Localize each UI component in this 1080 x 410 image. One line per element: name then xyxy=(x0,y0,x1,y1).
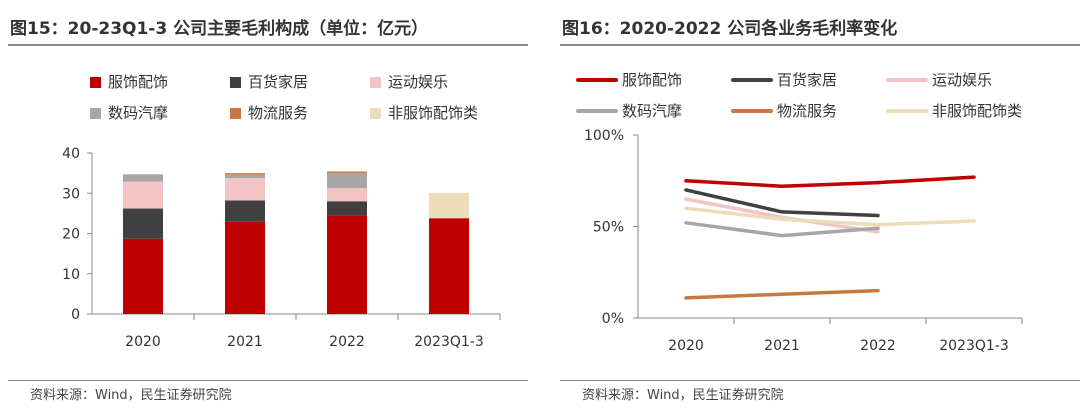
legend-swatch xyxy=(731,78,773,82)
bar-segment-series-4 xyxy=(327,171,367,174)
bar-segment-series-2 xyxy=(327,188,367,202)
legend-label: 百货家居 xyxy=(248,73,309,91)
legend-swatch xyxy=(576,109,618,113)
legend-label: 数码汽摩 xyxy=(108,104,169,122)
y-tick-label: 40 xyxy=(62,146,80,162)
legend-swatch xyxy=(731,109,773,113)
x-tick-label: 2020 xyxy=(668,338,704,354)
bar-segment-series-0 xyxy=(123,238,163,314)
y-tick-label: 0% xyxy=(602,311,624,327)
legend-label: 非服饰配饰类 xyxy=(932,102,1023,120)
legend-label: 物流服务 xyxy=(248,104,309,122)
title-divider xyxy=(8,44,528,46)
y-tick-label: 10 xyxy=(62,267,80,283)
legend-label: 非服饰配饰类 xyxy=(388,104,479,122)
line-series-4 xyxy=(684,288,880,300)
legend-label: 服饰配饰 xyxy=(108,73,169,91)
x-tick-label: 2020 xyxy=(125,334,161,350)
legend-swatch xyxy=(370,77,381,88)
legend-swatch xyxy=(230,77,241,88)
x-tick-label: 2021 xyxy=(764,338,800,354)
x-tick-label: 2021 xyxy=(227,334,263,350)
bar-segment-series-0 xyxy=(429,218,469,314)
bar-segment-series-1 xyxy=(123,208,163,239)
chart-title: 图15：20-23Q1-3 公司主要毛利构成（单位：亿元） xyxy=(10,19,429,39)
legend-swatch xyxy=(90,108,101,119)
x-tick-label: 2023Q1-3 xyxy=(414,334,484,350)
line-series-1 xyxy=(684,188,880,218)
legend-swatch xyxy=(886,78,928,82)
legend-label: 数码汽摩 xyxy=(622,102,683,120)
x-tick-label: 2022 xyxy=(860,338,896,354)
y-tick-label: 20 xyxy=(62,227,80,243)
bar-segment-series-1 xyxy=(327,201,367,216)
chart-legend: 服饰配饰 百货家居 运动娱乐数码汽摩 物流服务 非服饰配饰类 xyxy=(576,70,1066,130)
legend-swatch xyxy=(230,108,241,119)
bar-segment-series-4 xyxy=(225,173,265,175)
y-tick-label: 50% xyxy=(593,220,624,236)
bar-segment-series-3 xyxy=(225,174,265,178)
gross-profit-composition-panel: 图15：20-23Q1-3 公司主要毛利构成（单位：亿元） 服饰配饰 百货家居 运动… xyxy=(0,0,528,410)
x-tick-label: 2023Q1-3 xyxy=(939,338,1009,354)
legend-swatch xyxy=(576,78,618,82)
y-tick-label: 0 xyxy=(71,307,80,323)
bar-segment-series-0 xyxy=(225,221,265,314)
y-tick-label: 100% xyxy=(584,128,624,144)
bar-segment-series-1 xyxy=(225,200,265,222)
chart-legend: 服饰配饰 百货家居 运动娱乐数码汽摩 物流服务 非服饰配饰类 xyxy=(90,72,510,132)
legend-label: 服饰配饰 xyxy=(622,71,683,89)
legend-label: 运动娱乐 xyxy=(932,71,993,89)
source-note: 资料来源：Wind，民生证券研究院 xyxy=(582,388,784,403)
line-series-5 xyxy=(684,206,976,227)
source-divider xyxy=(560,380,1080,381)
legend-label: 物流服务 xyxy=(777,102,838,120)
legend-swatch xyxy=(370,108,381,119)
line-series-0 xyxy=(684,175,976,188)
legend-label: 百货家居 xyxy=(777,71,838,89)
stacked-bar-chart: 0 10 20 30 40 2020 2021 2022 2023Q1-3 xyxy=(62,146,501,350)
bar-segment-series-3 xyxy=(123,174,163,182)
legend-swatch xyxy=(90,77,101,88)
legend-label: 运动娱乐 xyxy=(388,73,449,91)
line-chart: 0% 50% 100% 2020 2021 2022 2023Q1-3 xyxy=(584,128,1023,354)
bar-segment-series-3 xyxy=(327,173,367,189)
gross-margin-trend-panel: 图16：2020-2022 公司各业务毛利率变化 服饰配饰 百货家居 运动娱乐数码汽… xyxy=(552,0,1080,410)
bar-segment-series-5 xyxy=(429,192,469,219)
bar-segment-series-0 xyxy=(327,215,367,314)
line-series-2 xyxy=(684,197,880,234)
source-divider xyxy=(8,380,528,381)
x-tick-label: 2022 xyxy=(329,334,365,350)
title-divider xyxy=(560,44,1080,46)
bar-segment-series-2 xyxy=(123,181,163,209)
line-series-3 xyxy=(684,221,880,238)
bar-segment-series-2 xyxy=(225,177,265,201)
legend-swatch xyxy=(886,109,928,113)
y-tick-label: 30 xyxy=(62,186,80,202)
chart-title: 图16：2020-2022 公司各业务毛利率变化 xyxy=(562,19,898,39)
source-note: 资料来源：Wind，民生证券研究院 xyxy=(30,388,232,403)
